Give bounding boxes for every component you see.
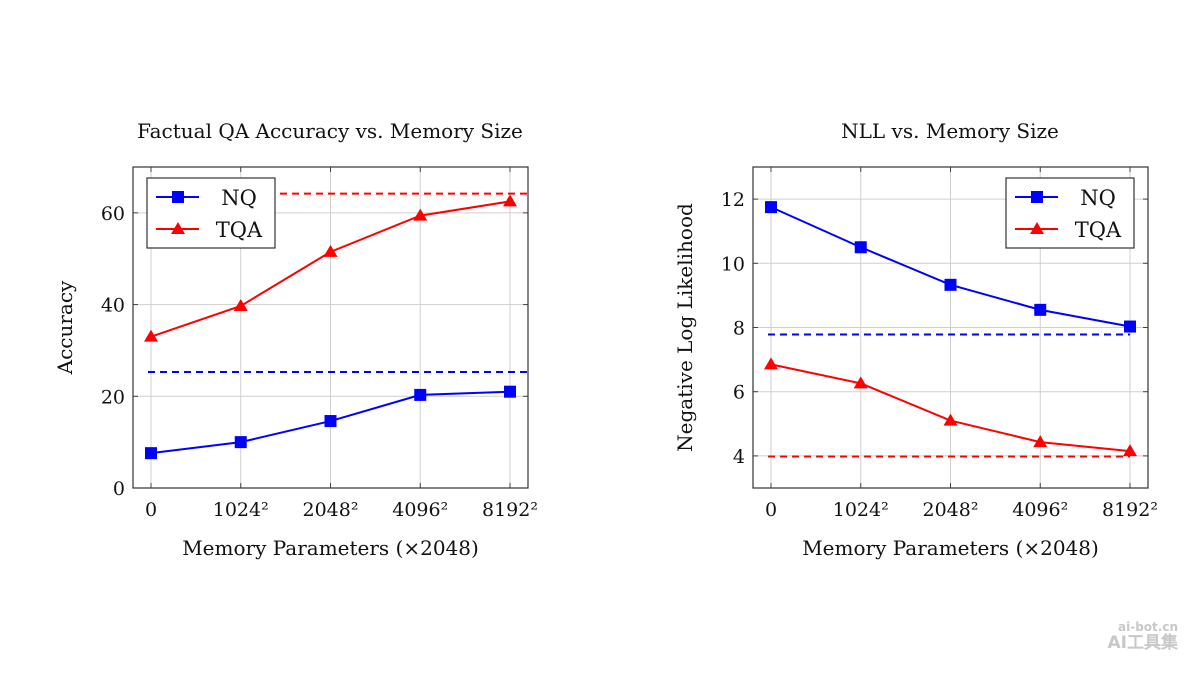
y-tick-label: 10 xyxy=(721,253,745,275)
legend-marker xyxy=(172,191,184,203)
data-point-tqa xyxy=(503,194,517,207)
y-tick-label: 0 xyxy=(113,478,125,500)
data-point-nq xyxy=(1034,303,1047,316)
x-tick-label: 1024² xyxy=(833,499,889,521)
x-tick-label: 4096² xyxy=(392,499,448,521)
legend-label: TQA xyxy=(1075,218,1122,242)
data-point-nq xyxy=(1124,320,1136,333)
data-point-nq xyxy=(324,415,337,428)
watermark-domain: ai-bot.cn xyxy=(1118,620,1178,635)
y-tick-label: 12 xyxy=(721,189,745,211)
x-tick-label: 4096² xyxy=(1012,499,1068,521)
legend: NQ TQA xyxy=(1005,177,1135,249)
y-tick-label: 4 xyxy=(733,446,745,468)
y-tick-label: 6 xyxy=(733,382,745,404)
data-point-tqa xyxy=(764,357,778,370)
legend-marker xyxy=(171,222,185,234)
y-axis-label: Accuracy xyxy=(53,280,77,375)
watermark-logo: ai-bot.cn AI工具集 xyxy=(1107,620,1178,654)
data-point-tqa xyxy=(323,244,338,257)
data-point-nq xyxy=(145,447,157,460)
plot-frame xyxy=(752,166,1149,489)
x-tick-label: 1024² xyxy=(213,499,269,521)
x-axis-label: Memory Parameters (×2048) xyxy=(802,536,1099,560)
data-point-nq xyxy=(504,385,516,398)
chart-1: 0 20 40 60 0 1024² 2048² 4096² 8192² Factual QA A… xyxy=(53,119,538,560)
chart-2: 4 6 8 10 12 0 1024² 2048² 4096² 8192² NLL vs. Memo… xyxy=(673,119,1158,560)
x-tick-label: 0 xyxy=(765,499,777,521)
y-axis-label: Negative Log Likelihood xyxy=(673,203,697,452)
x-tick-label: 8192² xyxy=(1102,499,1158,521)
chart-title: Factual QA Accuracy vs. Memory Size xyxy=(137,119,523,143)
x-tick-label: 2048² xyxy=(303,499,359,521)
y-tick-label: 60 xyxy=(101,203,125,225)
data-point-tqa xyxy=(413,208,428,221)
x-tick-label: 8192² xyxy=(482,499,538,521)
y-tick-label: 40 xyxy=(101,295,125,317)
data-point-tqa xyxy=(943,413,958,426)
legend-label: NQ xyxy=(1080,186,1116,210)
legend-marker xyxy=(1030,222,1044,234)
legend-box xyxy=(146,177,276,249)
data-point-tqa xyxy=(1033,435,1048,448)
data-point-nq xyxy=(854,241,867,254)
legend: NQ TQA xyxy=(146,177,276,249)
data-point-tqa xyxy=(233,298,248,311)
data-point-nq xyxy=(944,278,957,291)
x-tick-label: 2048² xyxy=(923,499,979,521)
x-axis-label: Memory Parameters (×2048) xyxy=(182,536,479,560)
legend-marker xyxy=(1031,191,1043,203)
data-point-tqa xyxy=(144,329,158,342)
data-point-tqa xyxy=(853,376,868,389)
data-point-tqa xyxy=(1123,444,1137,457)
data-point-nq xyxy=(414,388,427,401)
legend-label: TQA xyxy=(216,218,263,242)
watermark-name: AI工具集 xyxy=(1107,633,1178,654)
chart-title: NLL vs. Memory Size xyxy=(841,119,1059,143)
x-tick-label: 0 xyxy=(145,499,157,521)
y-tick-label: 8 xyxy=(733,318,745,340)
legend-label: NQ xyxy=(221,186,257,210)
legend-box xyxy=(1005,177,1135,249)
y-tick-label: 20 xyxy=(101,386,125,408)
data-point-nq xyxy=(765,201,777,214)
data-point-nq xyxy=(234,436,247,449)
plot-frame xyxy=(132,166,529,489)
